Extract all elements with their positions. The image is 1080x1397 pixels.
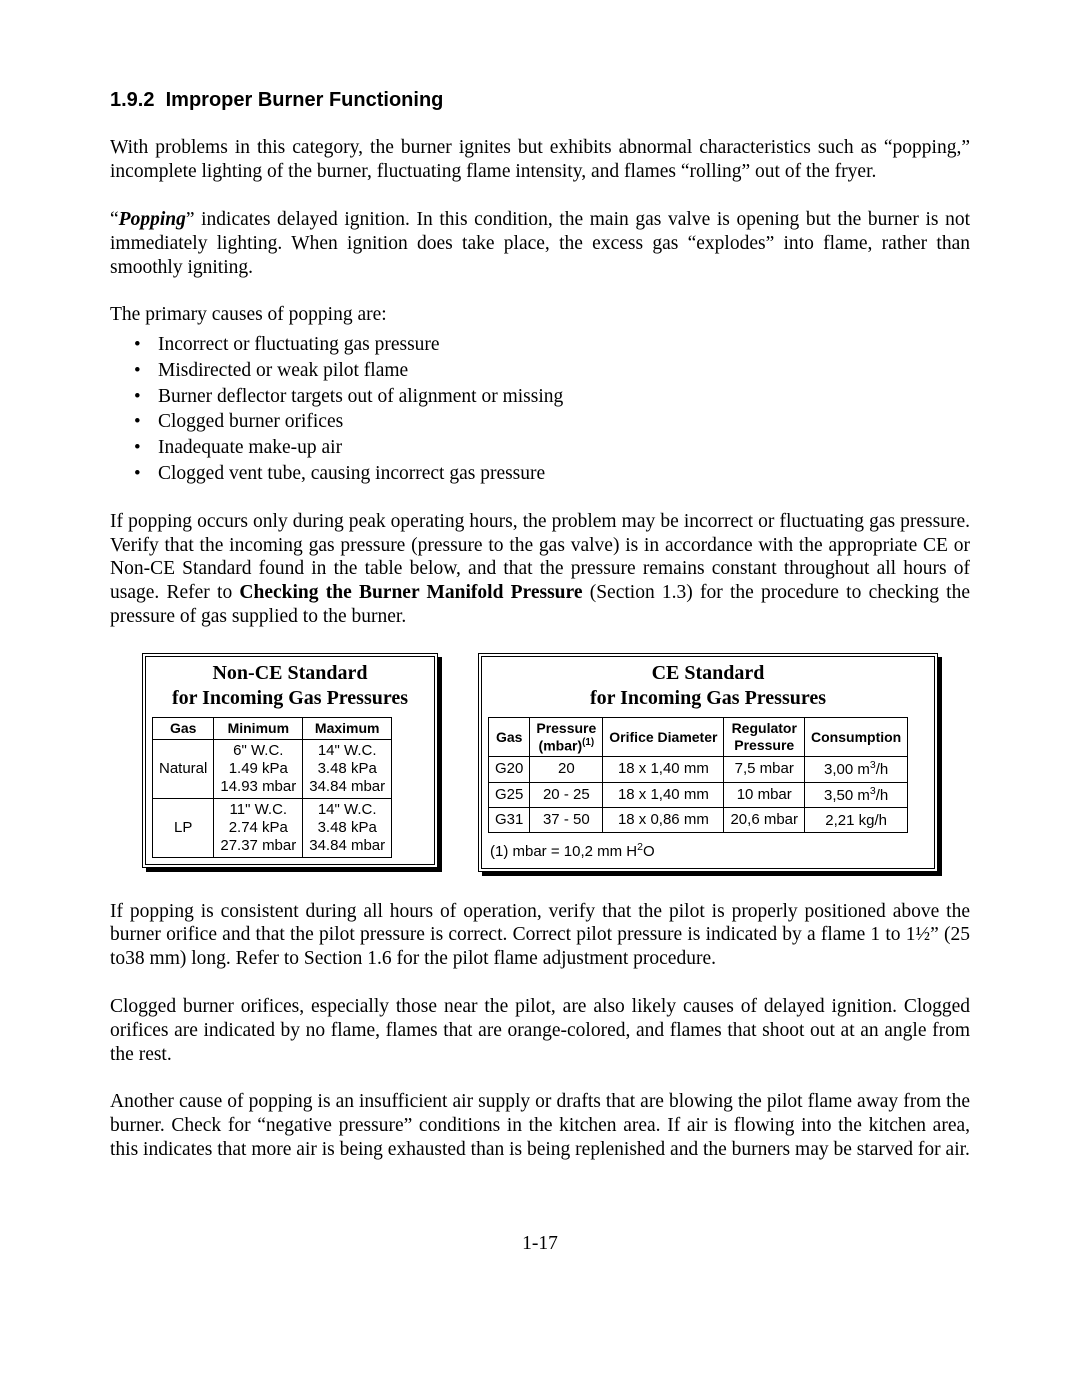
nonce-col-gas: Gas [153,717,214,739]
cell-value: 2.74 kPa [220,819,296,837]
table-row: G25 20 - 25 18 x 1,40 mm 10 mbar 3,50 m3… [489,782,908,807]
ce-gas: G31 [489,808,530,833]
cell-sup: (1) [582,737,594,748]
paragraph-3: The primary causes of popping are: [110,303,970,327]
ce-pressure: 20 - 25 [530,782,603,807]
ce-cons: 3,00 m3/h [805,757,908,782]
ce-orifice: 18 x 0,86 mm [603,808,724,833]
ce-pressure: 20 [530,757,603,782]
page-number: 1-17 [110,1232,970,1256]
table-row: LP 11" W.C. 2.74 kPa 27.37 mbar 14" W.C.… [153,798,392,857]
cell-value: Pressure [536,720,596,736]
ce-title-line1: CE Standard [652,662,765,684]
ce-reg: 20,6 mbar [724,808,805,833]
nonce-min: 11" W.C. 2.74 kPa 27.37 mbar [214,798,303,857]
ce-title-line2: for Incoming Gas Pressures [590,687,826,709]
list-item: Burner deflector targets out of alignmen… [158,385,970,409]
cell-value: 14" W.C. [309,742,385,760]
cell-value: 3.48 kPa [309,819,385,837]
heading-number: 1.9.2 [110,89,154,111]
p4-bold: Checking the Burner Manifold Pressure [239,582,582,603]
cell-value: Regulator [732,720,797,736]
cell-value: 2,21 kg/h [825,812,887,829]
tables-row: Non-CE Standard for Incoming Gas Pressur… [110,653,970,872]
ce-table: Gas Pressure (mbar)(1) Orifice Diameter … [488,717,908,834]
cell-value: 6" W.C. [220,742,296,760]
paragraph-1: With problems in this category, the burn… [110,136,970,184]
non-ce-title-line1: Non-CE Standard [212,662,367,684]
non-ce-title: Non-CE Standard for Incoming Gas Pressur… [146,657,434,713]
ce-reg: 10 mbar [724,782,805,807]
paragraph-4: If popping occurs only during peak opera… [110,510,970,629]
paragraph-6: Clogged burner orifices, especially thos… [110,995,970,1066]
cell-value: 34.84 mbar [309,778,385,796]
heading-title: Improper Burner Functioning [166,89,444,111]
p2-post: ” indicates delayed ignition. In this co… [110,209,970,278]
cell-value: 3.48 kPa [309,760,385,778]
non-ce-table-card: Non-CE Standard for Incoming Gas Pressur… [142,653,438,868]
footnote-pre: (1) mbar = 10,2 mm H [490,843,637,860]
cell-value: 27.37 mbar [220,837,296,855]
nonce-col-max: Maximum [303,717,392,739]
nonce-gas: LP [153,798,214,857]
p1-popping: popping, [893,137,962,158]
non-ce-title-line2: for Incoming Gas Pressures [172,687,408,709]
causes-list: Incorrect or fluctuating gas pressure Mi… [110,333,970,486]
paragraph-7: Another cause of popping is an insuffici… [110,1090,970,1161]
p2-popping-term: Popping [119,209,186,230]
table-row: Natural 6" W.C. 1.49 kPa 14.93 mbar 14" … [153,739,392,798]
ce-cons: 2,21 kg/h [805,808,908,833]
list-item: Inadequate make-up air [158,436,970,460]
cell-value: 3,50 m [824,787,870,804]
table-row: G31 37 - 50 18 x 0,86 mm 20,6 mbar 2,21 … [489,808,908,833]
paragraph-2: “Popping” indicates delayed ignition. In… [110,208,970,279]
ce-cons: 3,50 m3/h [805,782,908,807]
cell-value: 1.49 kPa [220,760,296,778]
ce-col-orifice: Orifice Diameter [603,717,724,757]
p1-text: With problems in this category, the burn… [110,137,893,158]
ce-col-gas: Gas [489,717,530,757]
list-item: Clogged vent tube, causing incorrect gas… [158,462,970,486]
cell-value: 3,00 m [824,761,870,778]
nonce-col-min: Minimum [214,717,303,739]
paragraph-5: If popping is consistent during all hour… [110,900,970,971]
non-ce-table: Gas Minimum Maximum Natural 6" W.C. 1.49… [152,717,392,858]
ce-table-card: CE Standard for Incoming Gas Pressures G… [478,653,938,872]
nonce-max: 14" W.C. 3.48 kPa 34.84 mbar [303,798,392,857]
cell-value: 34.84 mbar [309,837,385,855]
nonce-min: 6" W.C. 1.49 kPa 14.93 mbar [214,739,303,798]
cell-value: /h [876,787,889,804]
ce-orifice: 18 x 1,40 mm [603,782,724,807]
table-row: G20 20 18 x 1,40 mm 7,5 mbar 3,00 m3/h [489,757,908,782]
p2-pre: “ [110,209,119,230]
cell-value: (mbar) [539,737,583,753]
ce-gas: G25 [489,782,530,807]
ce-orifice: 18 x 1,40 mm [603,757,724,782]
section-heading: 1.9.2 Improper Burner Functioning [110,88,970,112]
ce-title: CE Standard for Incoming Gas Pressures [482,657,934,713]
list-item: Incorrect or fluctuating gas pressure [158,333,970,357]
nonce-max: 14" W.C. 3.48 kPa 34.84 mbar [303,739,392,798]
ce-col-reg: Regulator Pressure [724,717,805,757]
ce-col-cons: Consumption [805,717,908,757]
cell-value: /h [876,761,889,778]
cell-value: 11" W.C. [220,801,296,819]
nonce-gas: Natural [153,739,214,798]
ce-pressure: 37 - 50 [530,808,603,833]
cell-value: 14" W.C. [309,801,385,819]
ce-reg: 7,5 mbar [724,757,805,782]
cell-value: Pressure [734,737,794,753]
cell-value: 14.93 mbar [220,778,296,796]
ce-col-pressure: Pressure (mbar)(1) [530,717,603,757]
ce-gas: G20 [489,757,530,782]
footnote-post: O [643,843,655,860]
list-item: Misdirected or weak pilot flame [158,359,970,383]
list-item: Clogged burner orifices [158,410,970,434]
ce-footnote: (1) mbar = 10,2 mm H2O [482,839,934,867]
